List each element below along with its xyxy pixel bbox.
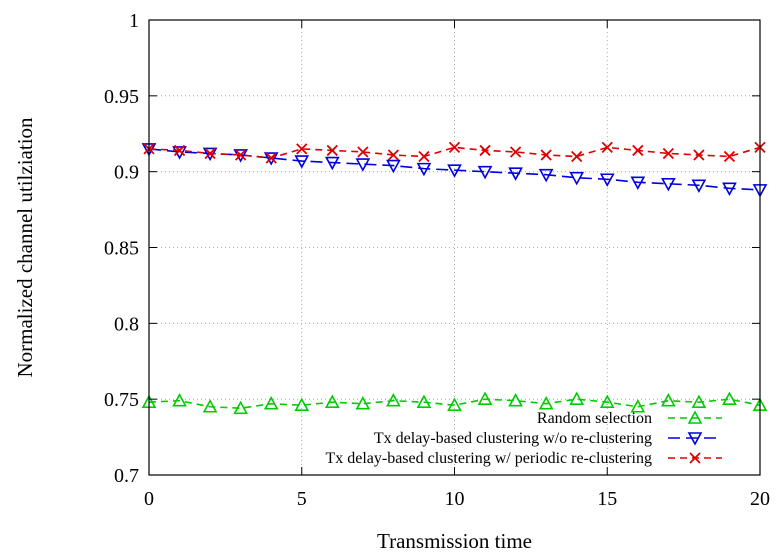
data-point-cross	[235, 149, 247, 161]
grid	[149, 20, 760, 475]
data-point-cross	[357, 146, 369, 158]
data-point-triangle-up	[477, 391, 493, 405]
data-point-triangle-down	[599, 173, 615, 187]
data-point-cross	[387, 149, 400, 161]
data-point-triangle-up	[569, 391, 585, 405]
legend-label: Tx delay-based clustering w/ periodic re…	[325, 450, 652, 467]
y-tick-label: 0.75	[104, 389, 139, 411]
x-axis-label: Transmission time	[377, 529, 532, 553]
x-tick-label: 0	[144, 488, 154, 510]
data-point-triangle-up	[691, 394, 707, 409]
data-point-triangle-up	[355, 396, 371, 410]
x-tick-label: 10	[445, 488, 465, 510]
y-tick-label: 0.9	[114, 162, 139, 184]
data-point-cross	[418, 150, 430, 163]
y-tick-label: 0.8	[114, 313, 139, 335]
data-point-cross	[509, 146, 522, 158]
series-line-triangle-down	[148, 148, 761, 191]
data-point-cross	[296, 143, 308, 155]
data-point-triangle-up	[661, 393, 676, 407]
x-tick-label: 20	[750, 488, 770, 510]
data-point-triangle-down	[630, 176, 646, 190]
data-point-cross	[326, 144, 338, 157]
series-line-cross	[148, 146, 761, 159]
data-point-cross	[632, 144, 644, 157]
data-point-triangle-up	[324, 394, 340, 409]
data-point-triangle-up	[263, 396, 279, 410]
y-tick-label: 0.85	[104, 238, 139, 260]
data-point-triangle-up	[294, 397, 310, 412]
y-tick-label: 0.7	[114, 465, 139, 487]
data-point-triangle-down	[508, 167, 523, 181]
data-point-cross	[173, 144, 186, 157]
legend-marker	[687, 432, 703, 446]
x-tick-label: 5	[297, 488, 307, 510]
data-point-cross	[601, 141, 613, 154]
data-point-triangle-up	[386, 393, 401, 407]
data-point-cross	[540, 149, 552, 161]
legend-marker	[689, 452, 701, 464]
data-point-triangle-down	[691, 179, 707, 193]
data-point-triangle-up	[599, 394, 615, 409]
data-point-triangle-up	[630, 399, 646, 413]
y-tick-label: 1	[129, 10, 139, 32]
data-point-cross	[571, 150, 583, 163]
data-point-triangle-down	[355, 158, 371, 172]
x-tick-label: 15	[597, 488, 617, 510]
data-point-triangle-down	[661, 178, 676, 192]
legend-label: Tx delay-based clustering w/o re-cluster…	[374, 430, 652, 447]
data-point-triangle-up	[202, 399, 218, 413]
data-point-triangle-down	[416, 162, 432, 177]
data-point-triangle-up	[538, 396, 554, 410]
data-point-cross	[723, 150, 736, 163]
data-point-triangle-up	[447, 397, 462, 412]
data-point-cross	[204, 147, 216, 160]
data-point-triangle-down	[569, 171, 585, 186]
legend: Random selection Tx delay-based clusterin…	[325, 410, 722, 467]
data-point-cross	[662, 147, 674, 160]
legend-label: Random selection	[537, 410, 652, 427]
data-point-triangle-up	[508, 393, 523, 407]
data-point-triangle-down	[324, 156, 340, 171]
data-point-triangle-down	[477, 165, 493, 180]
y-axis-label: Normalized channel utilziation	[13, 117, 37, 378]
data-point-triangle-up	[722, 391, 737, 405]
series-line-triangle-up	[148, 398, 761, 410]
data-point-triangle-down	[538, 168, 554, 183]
data-point-triangle-down	[447, 164, 462, 178]
y-tick-label: 0.95	[104, 86, 139, 108]
data-point-triangle-up	[416, 394, 432, 409]
data-point-triangle-down	[722, 182, 737, 197]
data-point-triangle-down	[172, 146, 187, 160]
data-point-triangle-up	[233, 400, 248, 415]
data-point-triangle-up	[172, 393, 187, 407]
data-point-cross	[265, 152, 277, 164]
data-point-cross	[479, 144, 491, 157]
legend-marker	[687, 410, 703, 424]
plot-area	[141, 141, 768, 415]
data-point-triangle-down	[263, 152, 279, 166]
data-point-cross	[448, 141, 461, 154]
data-point-cross	[693, 149, 705, 161]
data-point-triangle-down	[386, 159, 401, 174]
data-point-triangle-down	[294, 155, 310, 169]
